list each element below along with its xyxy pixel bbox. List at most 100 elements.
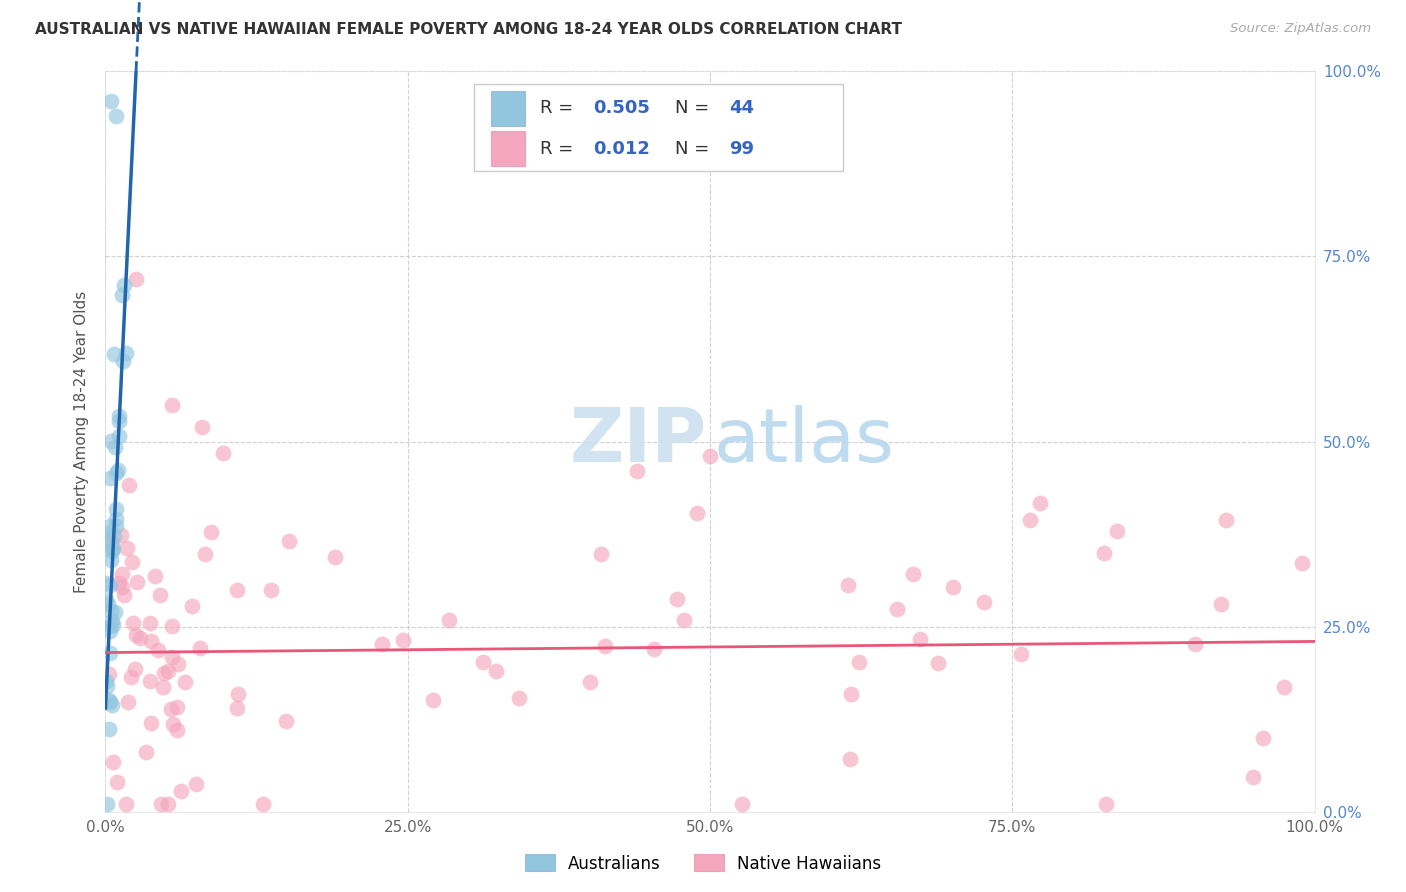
Point bbox=[160, 649, 183, 664]
Point bbox=[98, 577, 121, 591]
Point bbox=[184, 776, 207, 790]
Text: atlas: atlas bbox=[714, 405, 894, 478]
Point bbox=[110, 528, 132, 542]
Point bbox=[100, 94, 122, 108]
Point bbox=[97, 525, 120, 540]
Point bbox=[98, 619, 121, 633]
Point bbox=[160, 702, 183, 716]
Point bbox=[120, 670, 142, 684]
Bar bbox=[491, 91, 524, 126]
Point bbox=[98, 646, 121, 660]
Point bbox=[228, 687, 250, 701]
Point bbox=[166, 700, 188, 714]
Point bbox=[1011, 648, 1033, 662]
Point bbox=[112, 588, 135, 602]
Point bbox=[260, 582, 283, 597]
Point bbox=[98, 667, 121, 681]
Point bbox=[170, 783, 193, 797]
Point bbox=[1018, 513, 1040, 527]
Point bbox=[105, 774, 128, 789]
Point bbox=[100, 541, 122, 556]
Point bbox=[97, 532, 120, 546]
Text: 44: 44 bbox=[730, 99, 755, 118]
Text: N =: N = bbox=[675, 99, 716, 118]
Point bbox=[107, 463, 129, 477]
Point bbox=[100, 553, 122, 567]
Point bbox=[1107, 524, 1129, 538]
Legend: Australians, Native Hawaiians: Australians, Native Hawaiians bbox=[517, 847, 889, 880]
Point bbox=[100, 434, 122, 448]
Point bbox=[157, 797, 180, 812]
Point bbox=[122, 616, 145, 631]
Point bbox=[942, 580, 965, 594]
Point bbox=[135, 745, 157, 759]
FancyBboxPatch shape bbox=[474, 84, 844, 171]
Point bbox=[837, 578, 859, 592]
Point bbox=[125, 628, 148, 642]
Point bbox=[839, 751, 862, 765]
Point bbox=[139, 673, 162, 688]
Point bbox=[276, 714, 298, 728]
Point bbox=[901, 567, 924, 582]
Point bbox=[112, 277, 135, 292]
Point bbox=[100, 470, 122, 484]
Point bbox=[103, 529, 125, 543]
Point bbox=[115, 797, 138, 812]
Point bbox=[225, 701, 247, 715]
Point bbox=[848, 655, 870, 669]
Point bbox=[124, 662, 146, 676]
Point bbox=[673, 613, 696, 627]
Point bbox=[1095, 797, 1118, 812]
Text: AUSTRALIAN VS NATIVE HAWAIIAN FEMALE POVERTY AMONG 18-24 YEAR OLDS CORRELATION C: AUSTRALIAN VS NATIVE HAWAIIAN FEMALE POV… bbox=[35, 22, 903, 37]
Point bbox=[166, 723, 188, 737]
Point bbox=[128, 631, 150, 645]
Point bbox=[156, 664, 179, 678]
Point bbox=[98, 695, 121, 709]
Text: N =: N = bbox=[675, 139, 716, 158]
Point bbox=[139, 616, 162, 631]
Point bbox=[101, 617, 124, 632]
Point bbox=[104, 518, 127, 533]
Point bbox=[104, 511, 127, 525]
Point bbox=[104, 605, 127, 619]
Point bbox=[1211, 597, 1233, 611]
Point bbox=[143, 569, 166, 583]
Point bbox=[96, 680, 118, 694]
Point bbox=[94, 593, 117, 607]
Point bbox=[1253, 731, 1275, 745]
Point bbox=[115, 346, 138, 360]
Point bbox=[166, 657, 188, 671]
Point bbox=[97, 722, 120, 736]
Point bbox=[190, 640, 212, 655]
Point bbox=[96, 797, 118, 812]
Point bbox=[1291, 556, 1313, 570]
Point bbox=[108, 414, 131, 428]
Point bbox=[101, 544, 124, 558]
Point bbox=[626, 464, 648, 478]
Point bbox=[200, 524, 222, 539]
Point bbox=[643, 642, 665, 657]
Point bbox=[146, 643, 169, 657]
Point bbox=[125, 271, 148, 285]
Point bbox=[579, 674, 602, 689]
Text: R =: R = bbox=[540, 139, 578, 158]
Point bbox=[485, 664, 508, 678]
Point bbox=[100, 614, 122, 628]
Point bbox=[97, 597, 120, 611]
Point bbox=[211, 446, 233, 460]
Point bbox=[886, 602, 908, 616]
Point bbox=[141, 716, 163, 731]
Point bbox=[160, 618, 183, 632]
Point bbox=[100, 604, 122, 618]
Point bbox=[589, 547, 612, 561]
Text: 0.012: 0.012 bbox=[593, 139, 650, 158]
Point bbox=[277, 533, 299, 548]
Point bbox=[94, 674, 117, 689]
Point bbox=[108, 429, 131, 443]
Point bbox=[191, 419, 214, 434]
Point bbox=[105, 502, 128, 516]
Point bbox=[665, 592, 688, 607]
Point bbox=[194, 547, 217, 561]
Y-axis label: Female Poverty Among 18-24 Year Olds: Female Poverty Among 18-24 Year Olds bbox=[75, 291, 90, 592]
Point bbox=[101, 536, 124, 550]
